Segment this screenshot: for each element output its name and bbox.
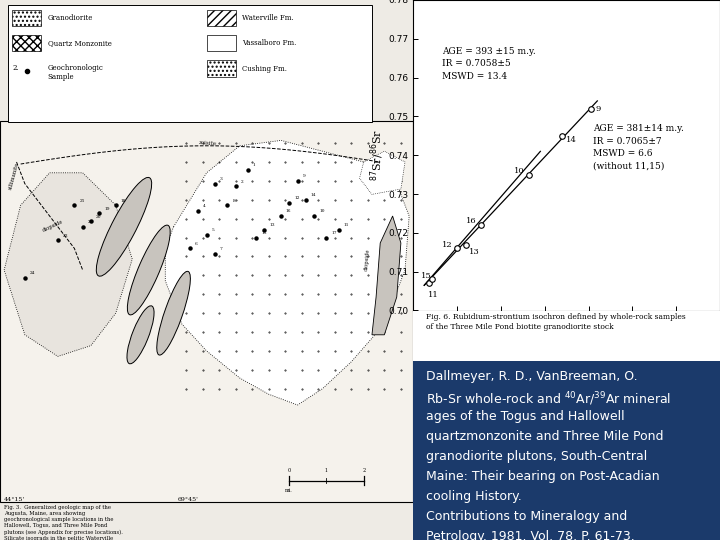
Text: 1: 1: [253, 164, 256, 167]
Text: sillimanite: sillimanite: [8, 161, 20, 190]
Text: 17: 17: [331, 231, 337, 235]
Text: Petrology. 1981. Vol. 78. P. 61-73.: Petrology. 1981. Vol. 78. P. 61-73.: [426, 530, 634, 540]
Text: Contributions to Mineralogy and: Contributions to Mineralogy and: [426, 510, 627, 523]
Text: 16: 16: [286, 210, 292, 213]
Text: Maine: Their bearing on Post-Acadian: Maine: Their bearing on Post-Acadian: [426, 470, 660, 483]
Text: 2: 2: [240, 180, 243, 184]
Text: 6: 6: [195, 242, 198, 246]
Text: ages of the Togus and Hallowell: ages of the Togus and Hallowell: [426, 410, 624, 423]
Text: 19: 19: [104, 207, 109, 211]
Text: granodiorite plutons, South-Central: granodiorite plutons, South-Central: [426, 450, 647, 463]
Text: 20: 20: [96, 215, 102, 219]
Text: 5: 5: [212, 228, 215, 232]
Text: 12: 12: [442, 240, 452, 248]
Text: 13: 13: [269, 223, 275, 227]
Text: 18: 18: [121, 199, 126, 202]
Text: 11: 11: [428, 291, 438, 299]
Text: 0: 0: [288, 469, 291, 474]
Text: diopside: diopside: [364, 248, 371, 271]
Text: mi.: mi.: [285, 489, 293, 494]
Polygon shape: [372, 216, 401, 335]
Text: diopside: diopside: [41, 219, 64, 233]
Text: 7: 7: [220, 247, 222, 251]
Bar: [207, 10, 235, 26]
Text: 2: 2: [362, 469, 365, 474]
Polygon shape: [4, 173, 132, 356]
Ellipse shape: [127, 225, 170, 315]
Text: AGE = 393 ±15 m.y.
IR = 0.7058±5
MSWD = 13.4: AGE = 393 ±15 m.y. IR = 0.7058±5 MSWD = …: [442, 46, 536, 80]
Text: 9: 9: [595, 105, 600, 113]
Text: Granodiorite: Granodiorite: [48, 14, 93, 22]
Text: 1: 1: [325, 469, 328, 474]
Text: 23: 23: [63, 234, 68, 238]
Text: 3: 3: [220, 177, 222, 181]
Ellipse shape: [96, 178, 152, 276]
Text: 4: 4: [203, 204, 206, 208]
Text: 14: 14: [565, 136, 577, 144]
Text: Fig. 6. Rubidium-strontium isochron defined by whole-rock samples
of the Three M: Fig. 6. Rubidium-strontium isochron defi…: [426, 313, 685, 331]
Text: Quartz Monzonite: Quartz Monzonite: [48, 39, 112, 47]
Bar: [8, 5, 372, 122]
Text: 8: 8: [233, 199, 235, 202]
Ellipse shape: [157, 271, 190, 355]
Bar: [413, 310, 720, 361]
Text: Sample: Sample: [48, 73, 74, 80]
Text: quartzmonzonite and Three Mile Pond: quartzmonzonite and Three Mile Pond: [426, 430, 663, 443]
Y-axis label: $^{87}$Sr/$^{86}$Sr: $^{87}$Sr/$^{86}$Sr: [368, 129, 385, 181]
Text: cooling History.: cooling History.: [426, 490, 521, 503]
Text: 14: 14: [311, 193, 316, 197]
Text: 13: 13: [469, 248, 480, 256]
Text: 10: 10: [514, 167, 525, 175]
Text: Dallmeyer, R. D., VanBreeman, O.: Dallmeyer, R. D., VanBreeman, O.: [426, 370, 637, 383]
Bar: [12, 10, 41, 26]
Text: 12: 12: [294, 196, 300, 200]
Bar: [207, 35, 235, 51]
Text: Fig. 3.  Generalized geologic map of the
Augusta, Maine, area showing
geochronol: Fig. 3. Generalized geologic map of the …: [4, 505, 125, 540]
Text: Rb-Sr whole-rock and $^{40}$Ar/$^{39}$Ar mineral: Rb-Sr whole-rock and $^{40}$Ar/$^{39}$Ar…: [426, 390, 671, 408]
Text: 11: 11: [344, 223, 349, 227]
Text: 10: 10: [319, 210, 325, 213]
Text: 21: 21: [79, 199, 85, 202]
Text: AGE = 381±14 m.y.
IR = 0.7065±7
MSWD = 6.6
(without 11,15): AGE = 381±14 m.y. IR = 0.7065±7 MSWD = 6…: [593, 124, 684, 171]
Text: 15: 15: [421, 272, 432, 280]
Text: 69°45': 69°45': [178, 497, 199, 502]
X-axis label: $^{87}$Rb/$^{86}$Sr: $^{87}$Rb/$^{86}$Sr: [539, 327, 594, 345]
Polygon shape: [359, 151, 405, 194]
Text: Cushing Fm.: Cushing Fm.: [242, 65, 287, 72]
Text: 22: 22: [88, 220, 93, 224]
Text: 15: 15: [261, 231, 266, 235]
Text: Geochronologic: Geochronologic: [48, 64, 104, 71]
Text: Vassalboro Fm.: Vassalboro Fm.: [242, 39, 296, 47]
Text: 2.: 2.: [12, 64, 19, 71]
Polygon shape: [166, 140, 409, 405]
Text: 44°15': 44°15': [4, 497, 25, 502]
Text: 9: 9: [302, 174, 305, 178]
Bar: [207, 60, 235, 77]
Bar: [12, 35, 41, 51]
Text: Waterville Fm.: Waterville Fm.: [242, 14, 294, 22]
Bar: [0, 122, 413, 502]
Text: zoisite: zoisite: [199, 140, 217, 147]
Text: 24: 24: [30, 272, 35, 275]
Ellipse shape: [127, 306, 154, 364]
Text: 16: 16: [466, 217, 477, 225]
